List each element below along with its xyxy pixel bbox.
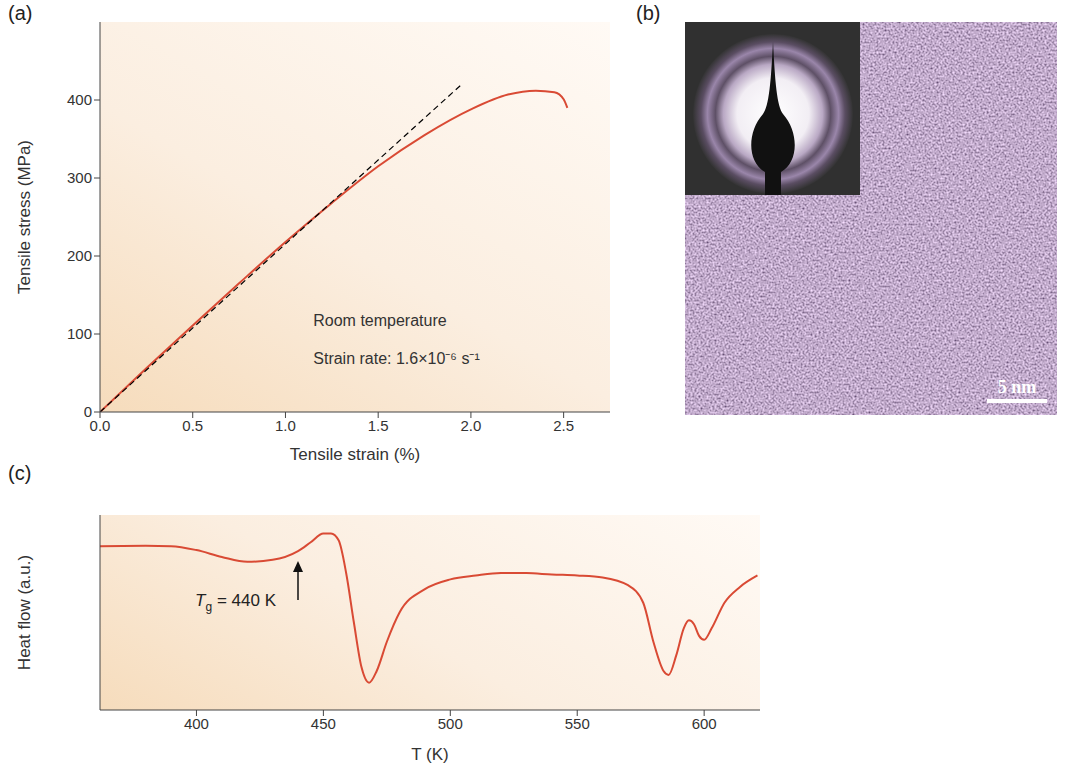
svg-text:1.5: 1.5: [368, 417, 389, 434]
svg-text:200: 200: [67, 247, 92, 264]
svg-text:5 nm: 5 nm: [998, 377, 1037, 397]
svg-text:Heat flow (a.u.): Heat flow (a.u.): [15, 555, 34, 670]
svg-text:2.5: 2.5: [553, 417, 574, 434]
svg-text:Tensile strain (%): Tensile strain (%): [290, 445, 420, 464]
svg-text:300: 300: [67, 169, 92, 186]
svg-text:Room temperature: Room temperature: [313, 312, 446, 329]
svg-text:0: 0: [84, 403, 92, 420]
svg-text:600: 600: [692, 715, 717, 732]
svg-text:500: 500: [438, 715, 463, 732]
svg-text:T (K): T (K): [411, 745, 448, 764]
svg-text:550: 550: [565, 715, 590, 732]
svg-text:450: 450: [311, 715, 336, 732]
svg-text:Strain rate: 1.6×10⁻⁶ s⁻¹: Strain rate: 1.6×10⁻⁶ s⁻¹: [313, 350, 479, 367]
svg-text:Tensile stress (MPa): Tensile stress (MPa): [15, 140, 34, 294]
svg-text:0.5: 0.5: [182, 417, 203, 434]
html-text:(a): (a): [8, 2, 33, 24]
html-text:(b): (b): [636, 2, 661, 24]
svg-text:2.0: 2.0: [460, 417, 481, 434]
svg-text:400: 400: [184, 715, 209, 732]
html-text:(c): (c): [8, 462, 32, 484]
svg-text:400: 400: [67, 91, 92, 108]
svg-text:0.0: 0.0: [90, 417, 111, 434]
svg-text:Tg = 440 K: Tg = 440 K: [195, 591, 277, 614]
svg-text:100: 100: [67, 325, 92, 342]
svg-text:1.0: 1.0: [275, 417, 296, 434]
